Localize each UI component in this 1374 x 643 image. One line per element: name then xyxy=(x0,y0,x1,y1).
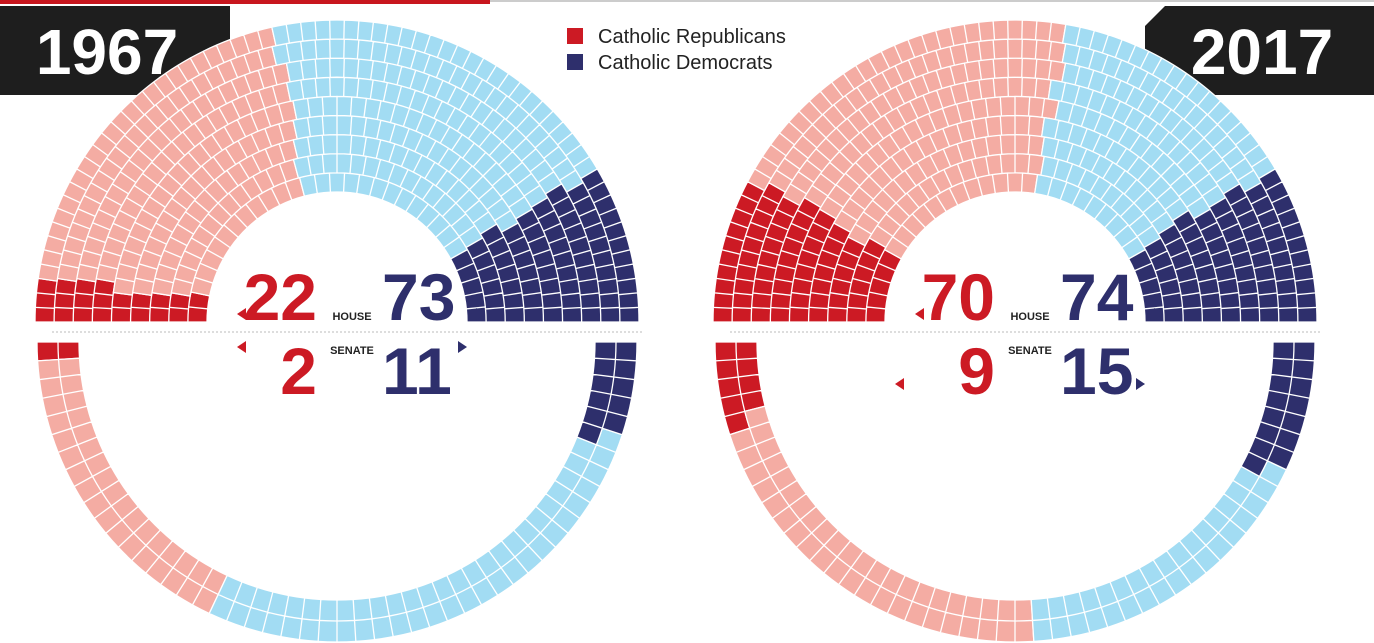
senate-democrat-count: 15 xyxy=(1060,334,1133,408)
seat-segment xyxy=(576,341,638,446)
seat-segment xyxy=(746,19,1067,260)
year-badge xyxy=(1145,6,1374,95)
senate-republican-count: 9 xyxy=(958,334,995,408)
seat-segment xyxy=(1033,23,1277,260)
legend-label: Catholic Republicans xyxy=(598,26,786,48)
pointer xyxy=(237,341,246,353)
seat-segment xyxy=(37,26,306,297)
seat-segment xyxy=(728,405,1035,643)
house-republican-count: 22 xyxy=(244,260,317,334)
house-republican-count: 70 xyxy=(922,260,995,334)
seat-segment xyxy=(1127,168,1318,323)
house-label: HOUSE xyxy=(332,311,371,323)
legend-swatch xyxy=(567,54,583,70)
senate-democrat-count: 11 xyxy=(382,334,452,408)
pointer xyxy=(915,308,924,320)
pointer xyxy=(1154,308,1163,320)
seat-segment xyxy=(36,357,229,615)
house-democrat-count: 74 xyxy=(1060,260,1134,334)
legend-label: Catholic Democrats xyxy=(598,52,773,74)
senate-republican-count: 2 xyxy=(280,334,317,408)
pointer xyxy=(237,308,246,320)
senate-label: SENATE xyxy=(1008,345,1052,357)
year-label: 2017 xyxy=(1191,16,1333,88)
pointer xyxy=(476,308,485,320)
pointer xyxy=(895,378,904,390)
house-democrat-count: 73 xyxy=(382,260,455,334)
pointer xyxy=(1136,378,1145,390)
year-label: 1967 xyxy=(36,16,178,88)
legend-swatch xyxy=(567,28,583,44)
seat-segment xyxy=(1030,459,1288,643)
seat-segment xyxy=(449,168,640,323)
seat-segment xyxy=(271,19,599,260)
seat-segment xyxy=(208,427,624,643)
senate-label: SENATE xyxy=(330,345,374,357)
pointer xyxy=(458,341,467,353)
top-bar xyxy=(0,0,490,4)
seat-segment xyxy=(1240,341,1316,478)
house-label: HOUSE xyxy=(1010,311,1049,323)
